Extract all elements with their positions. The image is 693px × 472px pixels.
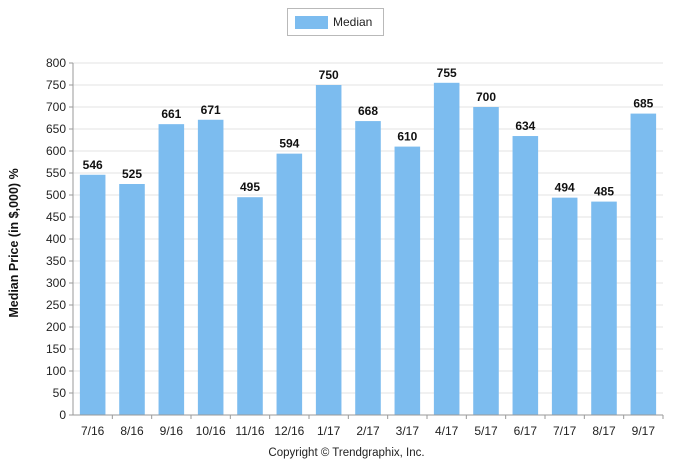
bar-8-17 [591, 201, 617, 415]
x-tick-label-12-16: 12/16 [274, 424, 304, 438]
bar-1-17 [315, 85, 342, 415]
x-tick-label-3-17: 3/17 [396, 424, 420, 438]
y-tick-label-300: 300 [46, 276, 66, 290]
x-tick-label-7-16: 7/16 [81, 424, 105, 438]
x-tick-label-2-17: 2/17 [356, 424, 380, 438]
y-tick-label-150: 150 [46, 342, 66, 356]
y-tick-label-800: 800 [46, 56, 66, 70]
x-tick-label-8-17: 8/17 [592, 424, 616, 438]
axes: 0 50 100 150 200 250 300 350 400 450 500 550 600 650 7… [46, 56, 664, 438]
y-tick-label-200: 200 [46, 320, 66, 334]
bar-9-16 [158, 124, 185, 415]
x-tick-label-1-17: 1/17 [317, 424, 341, 438]
bar-3-17 [394, 146, 421, 415]
bar-12-16 [276, 153, 303, 415]
y-tick-label-250: 250 [46, 298, 66, 312]
y-tick-label-450: 450 [46, 210, 66, 224]
y-tick-label-500: 500 [46, 188, 66, 202]
data-label-4-17: 755 [437, 66, 457, 80]
legend-label-median: Median [333, 15, 373, 29]
y-tick-label-50: 50 [53, 386, 67, 400]
y-tick-label-100: 100 [46, 364, 66, 378]
data-label-7-17: 494 [555, 181, 575, 195]
y-axis-label: Median Price (in $,000) % [7, 168, 21, 317]
data-label-10-16: 671 [201, 103, 221, 117]
x-tick-label-7-17: 7/17 [553, 424, 577, 438]
data-label-8-16: 525 [122, 167, 142, 181]
y-tick-label-650: 650 [46, 122, 66, 136]
bar-7-16 [79, 174, 106, 415]
bar-9-17 [630, 113, 657, 415]
x-tick-label-4-17: 4/17 [435, 424, 459, 438]
x-tick-label-11-16: 11/16 [235, 424, 264, 438]
data-label-6-17: 634 [515, 119, 535, 133]
data-label-1-17: 750 [319, 68, 339, 82]
x-tick-label-5-17: 5/17 [474, 424, 498, 438]
bar-series-median [79, 82, 657, 416]
data-labels: 546 525 661 671 495 594 750 668 610 755 700 634 494 4… [83, 66, 654, 199]
bar-11-16 [237, 197, 263, 415]
x-tick-label-6-17: 6/17 [514, 424, 538, 438]
legend-swatch-median [295, 15, 328, 29]
y-tick-label-750: 750 [46, 78, 66, 92]
copyright-text: Copyright © Trendgraphix, Inc. [268, 447, 425, 459]
x-tick-label-10-16: 10/16 [196, 424, 226, 438]
y-tick-label-600: 600 [46, 144, 66, 158]
bar-5-17 [473, 107, 499, 415]
x-tick-label-9-16: 9/16 [160, 424, 184, 438]
y-tick-label-0: 0 [59, 408, 66, 422]
bar-6-17 [512, 136, 539, 416]
x-tick-label-8-16: 8/16 [120, 424, 144, 438]
x-tick-label-9-17: 9/17 [632, 424, 656, 438]
bar-4-17 [433, 82, 460, 416]
y-tick-label-350: 350 [46, 254, 66, 268]
legend: Median [287, 8, 384, 36]
data-label-9-17: 685 [633, 97, 653, 111]
data-label-9-16: 661 [161, 107, 181, 121]
bar-10-16 [197, 119, 224, 415]
bar-2-17 [355, 121, 381, 415]
data-label-5-17: 700 [476, 90, 496, 104]
data-label-11-16: 495 [240, 180, 260, 194]
data-label-2-17: 668 [358, 104, 378, 118]
y-tick-label-550: 550 [46, 166, 66, 180]
y-tick-label-700: 700 [46, 100, 66, 114]
data-label-12-16: 594 [279, 137, 299, 151]
data-label-7-16: 546 [83, 158, 103, 172]
bar-7-17 [551, 197, 578, 415]
y-tick-label-400: 400 [46, 232, 66, 246]
data-label-8-17: 485 [594, 185, 614, 199]
bar-8-16 [119, 184, 145, 415]
data-label-3-17: 610 [397, 130, 417, 144]
